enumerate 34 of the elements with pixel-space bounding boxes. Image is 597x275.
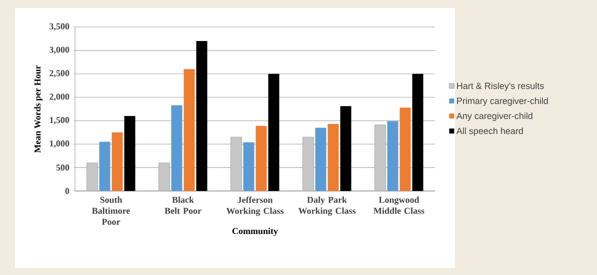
y-tick-label: 1,000 xyxy=(50,140,70,148)
y-tick-label: 3,000 xyxy=(50,46,70,54)
bar xyxy=(268,74,280,191)
legend-label: All speech heard xyxy=(456,128,523,136)
x-tick-label: Longwood Middle Class xyxy=(374,196,424,214)
bar xyxy=(328,124,339,191)
y-tick-label: 2,000 xyxy=(50,94,70,101)
bar xyxy=(196,41,208,191)
x-tick-label: Black Belt Poor xyxy=(164,196,202,214)
bar xyxy=(99,142,110,191)
y-tick-label: 1,500 xyxy=(50,117,70,124)
bar xyxy=(124,116,136,191)
y-tick-label: 3,500 xyxy=(50,23,70,31)
bar xyxy=(412,74,424,191)
bar xyxy=(387,121,398,191)
x-tick-label: Jefferson Working Class xyxy=(226,196,284,216)
bar xyxy=(112,132,123,191)
legend-label: Primary caregiver-child xyxy=(457,97,548,106)
bar xyxy=(400,108,411,191)
legend-label: Hart & Risley's results xyxy=(457,82,544,91)
bar xyxy=(315,128,326,191)
y-tick-label: 500 xyxy=(56,164,70,171)
bar xyxy=(243,142,254,191)
x-axis-title: Community xyxy=(232,228,278,236)
bar xyxy=(184,69,195,191)
bar xyxy=(171,105,182,191)
y-axis-title: Mean Words per Hour xyxy=(34,65,42,153)
bar xyxy=(340,106,352,191)
bar xyxy=(256,126,267,191)
x-tick-label: Daly Park Working Class xyxy=(298,196,356,216)
legend-label: Any caregiver-child xyxy=(456,112,532,121)
y-tick-label: 2,500 xyxy=(50,70,70,78)
y-tick-label: 0 xyxy=(65,188,70,194)
x-tick-label: South Baltimore Poor xyxy=(92,196,130,225)
